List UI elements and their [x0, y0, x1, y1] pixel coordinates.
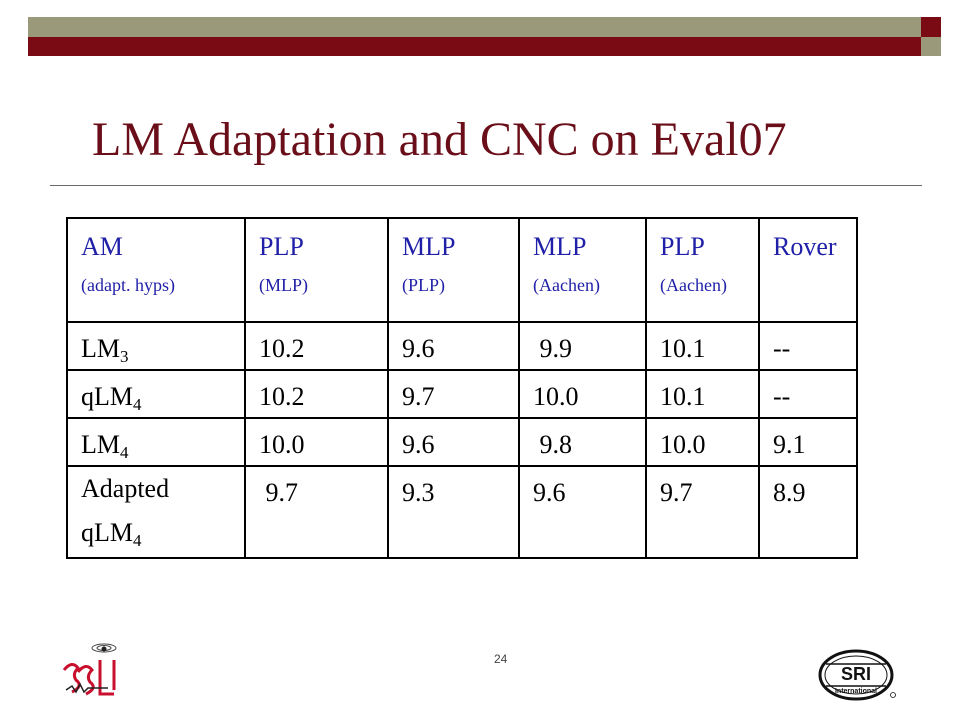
- table-cell: 9.1: [758, 417, 858, 467]
- header-square-gray: [921, 37, 941, 56]
- table-header-row: AM (adapt. hyps) PLP (MLP) MLP (PLP) MLP…: [66, 217, 858, 323]
- table-cell: 8.9: [758, 465, 858, 559]
- sri-international-logo: SRI International: [818, 649, 896, 701]
- table-cell: 9.6: [518, 465, 647, 559]
- table-cell: 9.9: [518, 321, 647, 371]
- row-label: LM4: [66, 417, 246, 467]
- table-cell: 10.1: [645, 321, 760, 371]
- title-divider: [50, 185, 922, 186]
- table-row: LM4 10.0 9.6 9.8 10.0 9.1: [66, 417, 858, 467]
- header-bar-red: [28, 37, 921, 56]
- table-cell: 10.0: [518, 369, 647, 419]
- table-cell: 10.0: [645, 417, 760, 467]
- row-label: qLM4: [66, 369, 246, 419]
- svg-text:International: International: [835, 688, 877, 695]
- table-row: LM3 10.2 9.6 9.9 10.1 --: [66, 321, 858, 371]
- table-cell: 9.6: [387, 417, 520, 467]
- table-cell: 10.1: [645, 369, 760, 419]
- table-cell: 9.7: [645, 465, 760, 559]
- ssli-logo: [62, 643, 117, 696]
- results-table: AM (adapt. hyps) PLP (MLP) MLP (PLP) MLP…: [66, 217, 858, 559]
- table-cell: 9.7: [387, 369, 520, 419]
- header-cell: AM (adapt. hyps): [66, 217, 246, 323]
- table-row: Adapted qLM4 9.7 9.3 9.6 9.7 8.9: [66, 465, 858, 559]
- header-square-red: [921, 17, 941, 37]
- table-cell: 9.8: [518, 417, 647, 467]
- table-cell: --: [758, 321, 858, 371]
- table-cell: 10.2: [244, 369, 389, 419]
- row-label: Adapted qLM4: [66, 465, 246, 559]
- table-row: qLM4 10.2 9.7 10.0 10.1 --: [66, 369, 858, 419]
- header-cell: Rover: [758, 217, 858, 323]
- header-cell: PLP (Aachen): [645, 217, 760, 323]
- row-label: LM3: [66, 321, 246, 371]
- table-cell: 10.2: [244, 321, 389, 371]
- table-cell: 9.6: [387, 321, 520, 371]
- slide-title: LM Adaptation and CNC on Eval07: [92, 113, 787, 166]
- header-cell: PLP (MLP): [244, 217, 389, 323]
- table-cell: 9.3: [387, 465, 520, 559]
- svg-text:SRI: SRI: [841, 664, 871, 684]
- table-cell: --: [758, 369, 858, 419]
- header-cell: MLP (Aachen): [518, 217, 647, 323]
- table-cell: 9.7: [244, 465, 389, 559]
- table-cell: 10.0: [244, 417, 389, 467]
- header-bar-gray: [28, 17, 921, 37]
- header-cell: MLP (PLP): [387, 217, 520, 323]
- page-number: 24: [494, 652, 508, 666]
